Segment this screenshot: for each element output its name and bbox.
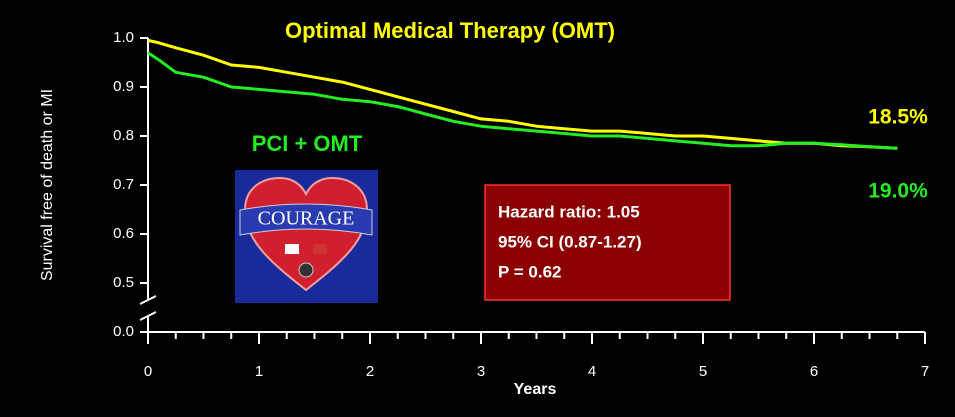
stats-line: Hazard ratio: 1.05 <box>498 202 640 221</box>
stats-line: 95% CI (0.87-1.27) <box>498 232 642 251</box>
logo-text: COURAGE <box>258 208 355 230</box>
x-tick-label: 6 <box>810 363 818 380</box>
x-tick-label: 0 <box>144 363 152 380</box>
survival-curve <box>147 38 898 150</box>
x-tick-label: 2 <box>366 363 374 380</box>
logo-flag <box>313 244 327 254</box>
y-tick-label: 0.9 <box>113 78 134 95</box>
y-tick-label: 0.8 <box>113 127 134 144</box>
x-tick-label: 3 <box>477 363 485 380</box>
y-tick-label: 0.0 <box>113 323 134 340</box>
x-tick-label: 4 <box>588 363 596 380</box>
logo-ribbon <box>239 203 373 236</box>
y-axis-label: Survival free of death or MI <box>39 89 56 281</box>
survival-curve <box>147 51 898 150</box>
stats-line: P = 0.62 <box>498 262 562 281</box>
axis-break <box>139 311 157 321</box>
x-tick-label: 7 <box>921 363 929 380</box>
y-tick-label: 1.0 <box>113 29 134 46</box>
stats-box <box>484 184 731 301</box>
y-tick-label: 0.5 <box>113 274 134 291</box>
pci-rate: 19.0% <box>868 180 928 203</box>
x-tick-label: 1 <box>255 363 263 380</box>
chart-title: Optimal Medical Therapy (OMT) <box>285 18 615 43</box>
y-tick-label: 0.6 <box>113 225 134 242</box>
y-tick-label: 0.7 <box>113 176 134 193</box>
logo: COURAGE <box>235 170 378 303</box>
pci-label: PCI + OMT <box>252 131 363 156</box>
logo-flag <box>285 244 299 254</box>
x-axis-label: Years <box>514 381 557 398</box>
x-tick-label: 5 <box>699 363 707 380</box>
omt-rate: 18.5% <box>868 106 928 129</box>
logo-seal <box>298 262 314 278</box>
axis-break <box>139 295 157 305</box>
